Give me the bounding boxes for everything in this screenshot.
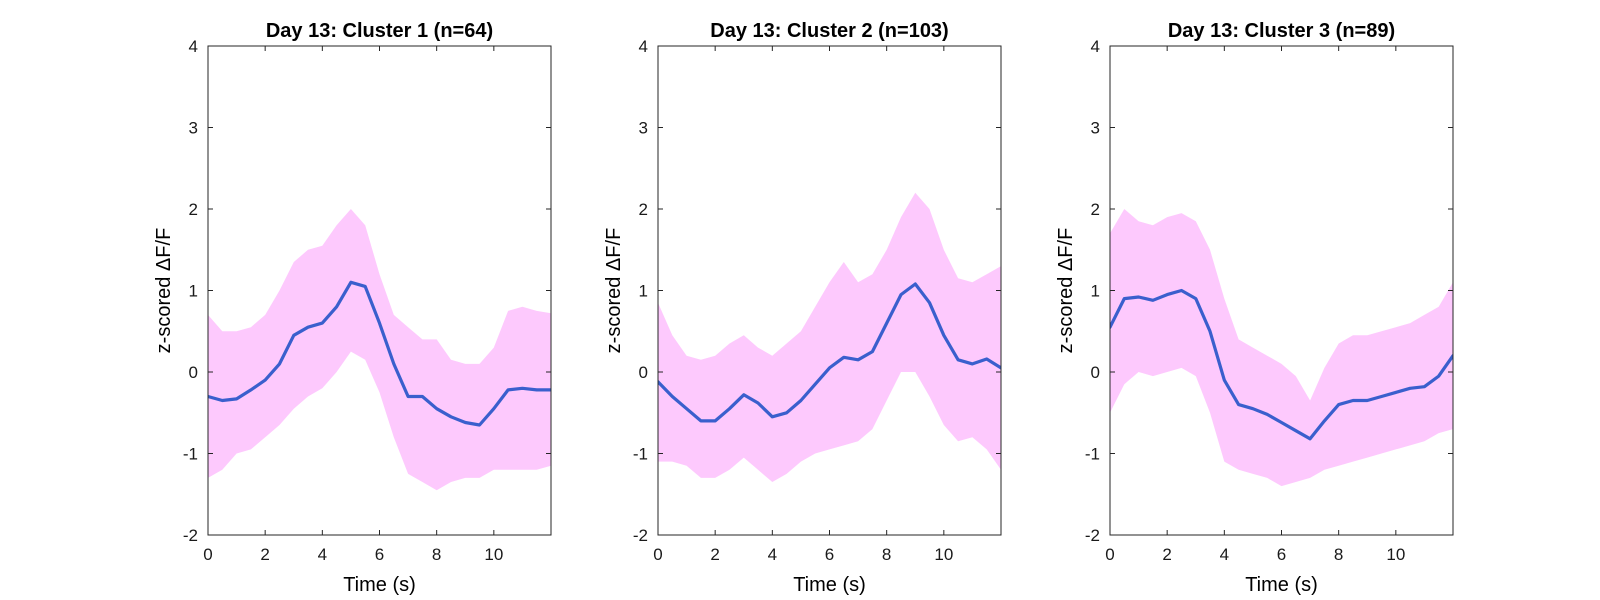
chart-2-sem-band [658, 192, 1001, 482]
chart-1-xlabel: Time (s) [343, 574, 416, 596]
chart-3-ytick-label-5: 3 [1091, 119, 1100, 138]
chart-2-ytick-label-6: 4 [639, 37, 648, 56]
chart-1: -2 -1 0 1 2 3 4 0 2 4 6 8 10 Day 13: Cluster 1 (n=64)… [153, 20, 552, 596]
chart-2-ytick-label-0: -2 [633, 526, 648, 545]
chart-3: -2 -1 0 1 2 3 4 0 2 4 6 8 10 Day 13: Cluster 3 (n=89)… [1055, 20, 1454, 596]
chart-3-xlabel: Time (s) [1245, 574, 1318, 596]
chart-2-xtick-label-1: 2 [710, 545, 719, 564]
chart-2-xlabel: Time (s) [793, 574, 866, 596]
chart-1-xtick-label-0: 0 [203, 545, 212, 564]
chart-2-xtick-label-3: 6 [825, 545, 834, 564]
chart-3-ytick-label-4: 2 [1091, 200, 1100, 219]
chart-2-ytick-label-5: 3 [639, 119, 648, 138]
chart-3-ytick-label-3: 1 [1091, 282, 1100, 301]
chart-1-ytick-label-2: 0 [189, 363, 198, 382]
chart-2-xtick-label-5: 10 [934, 545, 953, 564]
chart-3-xtick-label-2: 4 [1220, 545, 1229, 564]
chart-2-xtick-label-0: 0 [653, 545, 662, 564]
chart-1-title: Day 13: Cluster 1 (n=64) [266, 20, 493, 42]
chart-3-xtick-label-1: 2 [1162, 545, 1171, 564]
chart-1-xtick-label-3: 6 [375, 545, 384, 564]
chart-2-xtick-label-4: 8 [882, 545, 891, 564]
chart-1-ytick-label-4: 2 [189, 200, 198, 219]
chart-3-ytick-label-2: 0 [1091, 363, 1100, 382]
chart-1-ytick-label-0: -2 [183, 526, 198, 545]
chart-1-xtick-label-1: 2 [260, 545, 269, 564]
chart-3-xtick-label-4: 8 [1334, 545, 1343, 564]
chart-3-ytick-label-1: -1 [1085, 445, 1100, 464]
chart-1-sem-band [208, 209, 551, 491]
chart-2-ytick-label-1: -1 [633, 445, 648, 464]
chart-3-ylabel: z-scored ΔF/F [1055, 228, 1077, 354]
chart-1-xtick-label-4: 8 [432, 545, 441, 564]
chart-1-ylabel: z-scored ΔF/F [153, 228, 175, 354]
chart-1-xtick-label-2: 4 [318, 545, 327, 564]
chart-1-ytick-label-1: -1 [183, 445, 198, 464]
chart-2-ylabel: z-scored ΔF/F [603, 228, 625, 354]
chart-3-xtick-label-5: 10 [1386, 545, 1405, 564]
chart-2-title: Day 13: Cluster 2 (n=103) [710, 20, 948, 42]
chart-2-xtick-label-2: 4 [768, 545, 777, 564]
chart-2-ytick-label-2: 0 [639, 363, 648, 382]
chart-3-data [1110, 209, 1453, 487]
chart-1-ytick-label-5: 3 [189, 119, 198, 138]
chart-2-ytick-label-4: 2 [639, 200, 648, 219]
chart-3-xtick-label-0: 0 [1105, 545, 1114, 564]
chart-3-ytick-label-6: 4 [1091, 37, 1100, 56]
chart-1-data [208, 209, 551, 491]
chart-3-sem-band [1110, 209, 1453, 487]
chart-3-xtick-label-3: 6 [1277, 545, 1286, 564]
chart-1-xtick-label-5: 10 [484, 545, 503, 564]
chart-3-ytick-label-0: -2 [1085, 526, 1100, 545]
chart-1-ytick-label-3: 1 [189, 282, 198, 301]
chart-2: -2 -1 0 1 2 3 4 0 2 4 6 8 10 Day 13: Cluster 2 (n=103… [603, 20, 1002, 596]
chart-2-ytick-label-3: 1 [639, 282, 648, 301]
chart-1-ytick-label-6: 4 [189, 37, 198, 56]
chart-3-title: Day 13: Cluster 3 (n=89) [1168, 20, 1395, 42]
